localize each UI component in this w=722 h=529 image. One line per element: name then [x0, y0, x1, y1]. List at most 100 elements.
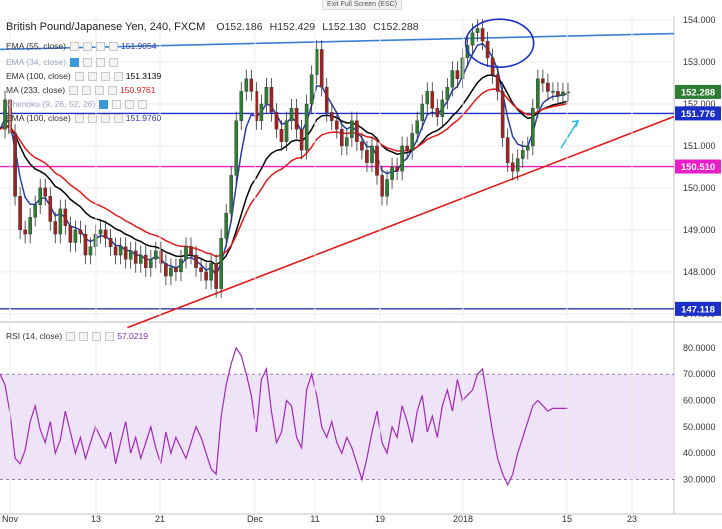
candle-body — [264, 87, 269, 105]
more-icon[interactable] — [108, 85, 118, 95]
legend-ema-100[interactable]: EMA (100, close) 151.9760 — [6, 113, 161, 123]
close-icon[interactable] — [96, 57, 105, 67]
ohlc-high: H152.429 — [269, 21, 316, 33]
close-icon[interactable] — [100, 113, 110, 123]
settings-icon[interactable] — [87, 113, 97, 123]
settings-icon[interactable] — [87, 71, 97, 81]
candle-body — [350, 120, 354, 138]
ohlc-low: L152.130 — [322, 21, 367, 33]
candle-body — [445, 87, 450, 101]
candle-body — [259, 103, 264, 121]
settings-icon[interactable] — [79, 331, 89, 341]
candle-body — [58, 208, 63, 235]
eye-icon[interactable] — [70, 41, 79, 51]
candle-body — [415, 120, 420, 134]
candle-body — [28, 217, 32, 235]
candle-body — [405, 145, 409, 151]
legend-value: 151.9760 — [125, 113, 162, 123]
candle-body — [73, 229, 78, 243]
eye-icon[interactable] — [66, 331, 76, 341]
exit-fullscreen-hint[interactable]: Exit Full Screen (ESC) — [322, 0, 402, 10]
candle-body — [279, 128, 284, 142]
legend-ema-55[interactable]: EMA (55, close) 151.9054 — [6, 41, 156, 51]
candle-body — [410, 133, 414, 151]
candle-body — [505, 137, 510, 163]
close-icon[interactable] — [92, 331, 102, 341]
candle-body — [541, 78, 545, 84]
legend-label: EMA (55, close) — [6, 41, 66, 51]
more-icon[interactable] — [105, 331, 115, 341]
legend-ma-233[interactable]: MA (233, close) 150.9761 — [6, 85, 156, 95]
close-icon[interactable] — [125, 99, 135, 109]
eye-hidden-icon[interactable] — [99, 99, 109, 109]
candle-body — [68, 225, 73, 243]
candle-body — [174, 267, 178, 273]
candle-body — [309, 74, 314, 105]
eye-hidden-icon[interactable] — [70, 57, 79, 67]
legend-ichimoku[interactable]: Ichimoku (9, 26, 52, 26) — [6, 99, 148, 109]
legend-ema-34[interactable]: EMA (34, close) — [6, 57, 118, 67]
eye-icon[interactable] — [69, 85, 79, 95]
candle-body — [143, 254, 148, 268]
candle-body — [63, 208, 68, 226]
y-tick-label: 150.000 — [683, 183, 716, 193]
rsi-band — [0, 374, 674, 480]
price-label: 150.510 — [681, 162, 715, 173]
price-label: 151.776 — [681, 109, 715, 120]
close-icon[interactable] — [96, 41, 105, 51]
eye-icon[interactable] — [74, 113, 84, 123]
candle-body — [455, 70, 460, 80]
settings-icon[interactable] — [83, 41, 92, 51]
close-icon[interactable] — [100, 71, 110, 81]
more-icon[interactable] — [138, 99, 148, 109]
candle-body — [239, 91, 244, 121]
candle-body — [148, 259, 153, 268]
candle-body — [345, 137, 349, 147]
y-tick-label: 153.000 — [683, 57, 716, 67]
projection-arrow — [560, 120, 579, 149]
candle-body — [289, 108, 294, 121]
rsi-y-tick-label: 60.0000 — [683, 396, 716, 406]
candle-body — [184, 246, 188, 260]
candle-body — [334, 120, 339, 130]
candle-body — [536, 78, 540, 109]
candle-body — [556, 91, 560, 96]
more-icon[interactable] — [113, 71, 123, 81]
candle-body — [249, 78, 254, 92]
settings-icon[interactable] — [82, 85, 92, 95]
settings-icon[interactable] — [112, 99, 122, 109]
candle-body — [128, 250, 133, 260]
candle-body — [546, 82, 550, 92]
candle-body — [43, 187, 48, 197]
candle-body — [53, 221, 58, 235]
more-icon[interactable] — [109, 57, 118, 67]
rsi-y-tick-label: 40.0000 — [683, 448, 716, 458]
close-icon[interactable] — [95, 85, 105, 95]
candle-body — [375, 145, 379, 176]
settings-icon[interactable] — [83, 57, 92, 67]
candle-body — [435, 108, 440, 117]
candle-body — [18, 196, 22, 231]
symbol-title: British Pound/Japanese Yen, 240, FXCM — [6, 21, 206, 33]
more-icon[interactable] — [113, 113, 123, 123]
legend-ema-200[interactable]: EMA (100, close) 151.3139 — [6, 71, 161, 81]
arrow-head-icon — [571, 119, 580, 128]
legend-rsi[interactable]: RSI (14, close) 57.0219 — [6, 331, 148, 341]
candle-body — [299, 128, 304, 151]
candle-body — [380, 175, 384, 197]
rising-support-trendline — [127, 115, 675, 329]
y-tick-label: 148.000 — [683, 267, 716, 277]
eye-icon[interactable] — [74, 71, 84, 81]
candle-body — [365, 149, 369, 163]
candle-body — [370, 145, 374, 163]
candle-body — [224, 212, 228, 239]
y-tick-label: 151.000 — [683, 141, 716, 151]
candle-body — [440, 99, 445, 117]
candle-body — [395, 166, 399, 172]
candle-body — [304, 103, 309, 151]
more-icon[interactable] — [109, 41, 118, 51]
x-tick-label: 15 — [562, 514, 572, 524]
rsi-y-tick-label: 30.0000 — [683, 474, 716, 484]
ma-233-line — [0, 88, 569, 258]
